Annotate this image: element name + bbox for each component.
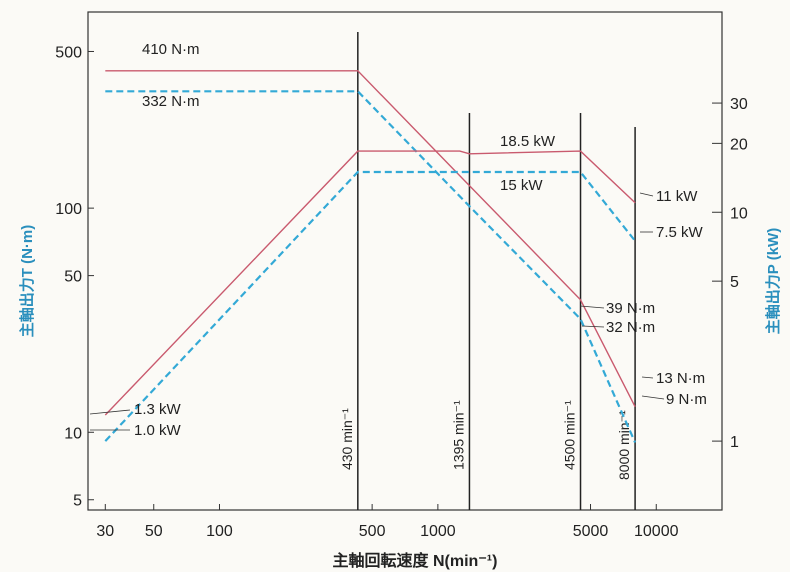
annotation-leader bbox=[641, 395, 665, 400]
speed-marker-label: 8000 min⁻¹ bbox=[616, 410, 632, 480]
annotation-label: 332 N·m bbox=[142, 93, 200, 110]
x-tick-label: 100 bbox=[206, 523, 233, 540]
y-left-tick-label: 100 bbox=[55, 201, 82, 218]
annotation-leader bbox=[89, 409, 131, 415]
annotation-label: 11 kW bbox=[656, 188, 698, 205]
y-right-tick-label: 10 bbox=[730, 205, 748, 222]
y-left-tick-label: 500 bbox=[55, 44, 82, 61]
x-tick-label: 50 bbox=[145, 523, 163, 540]
y-right-tick-label: 5 bbox=[730, 274, 739, 291]
x-axis-title: 主軸回転速度 N(min⁻¹) bbox=[333, 551, 498, 570]
series-line-0 bbox=[105, 70, 636, 408]
annotation-leader bbox=[581, 325, 605, 328]
y-right-tick-label: 30 bbox=[730, 96, 748, 113]
annotation-label: 1.3 kW bbox=[134, 401, 182, 418]
annotation-leader bbox=[641, 376, 654, 379]
annotation-label: 13 N·m bbox=[656, 370, 705, 387]
x-tick-label: 30 bbox=[96, 523, 114, 540]
y-left-tick-label: 50 bbox=[64, 269, 82, 286]
y-right-tick-label: 20 bbox=[730, 136, 748, 153]
annotation-label: 39 N·m bbox=[606, 300, 655, 317]
annotation-leader bbox=[639, 192, 654, 197]
speed-marker-label: 4500 min⁻¹ bbox=[562, 400, 578, 470]
annotation-label: 32 N·m bbox=[606, 319, 655, 336]
annotation-label: 410 N·m bbox=[142, 41, 200, 58]
annotation-leader bbox=[579, 305, 605, 309]
plot-frame bbox=[87, 11, 723, 511]
x-tick-label: 500 bbox=[359, 523, 386, 540]
series-line-2 bbox=[104, 150, 636, 416]
annotation-label: 7.5 kW bbox=[656, 224, 704, 241]
x-tick-label: 5000 bbox=[573, 523, 609, 540]
y-left-axis-title: 主軸出力T (N·m) bbox=[18, 225, 36, 338]
annotation-label: 15 kW bbox=[500, 177, 543, 194]
y-left-tick-label: 10 bbox=[64, 425, 82, 442]
series-line-1 bbox=[105, 90, 637, 443]
y-left-tick-label: 5 bbox=[73, 493, 82, 510]
annotation-label: 18.5 kW bbox=[500, 133, 556, 150]
annotation-label: 1.0 kW bbox=[134, 422, 182, 439]
x-tick-label: 1000 bbox=[420, 523, 456, 540]
x-tick-label: 10000 bbox=[634, 523, 679, 540]
y-right-tick-label: 1 bbox=[730, 434, 739, 451]
speed-marker-label: 1395 min⁻¹ bbox=[450, 400, 466, 470]
annotation-label: 9 N·m bbox=[666, 391, 707, 408]
y-right-axis-title: 主軸出力P (kW) bbox=[764, 228, 782, 334]
series-line-3 bbox=[104, 170, 636, 442]
speed-marker-label: 430 min⁻¹ bbox=[339, 408, 355, 470]
